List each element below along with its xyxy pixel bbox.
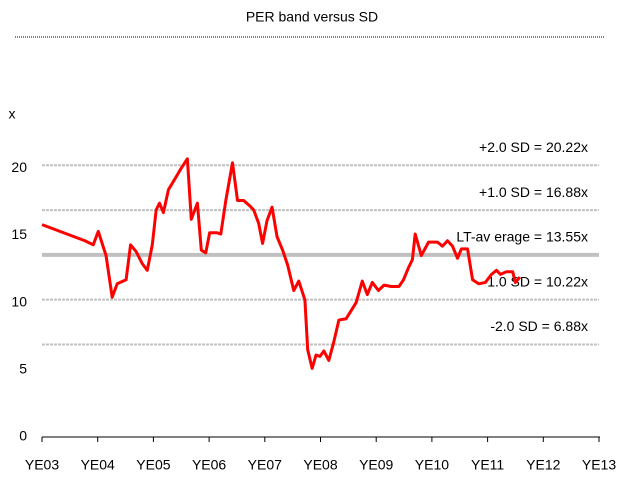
band-label: -2.0 SD = 6.88x (490, 318, 588, 334)
x-tick-label: YE06 (192, 457, 226, 473)
y-tick-label: 15 (11, 226, 27, 242)
x-tick-label: YE10 (415, 457, 449, 473)
x-tick-label: YE04 (81, 457, 115, 473)
x-tick-label: YE08 (303, 457, 337, 473)
band-label: -1.0 SD = 10.22x (483, 273, 588, 289)
x-tick-label: YE11 (471, 457, 504, 473)
y-tick-label: 0 (19, 428, 27, 444)
band-label: +1.0 SD = 16.88x (479, 184, 588, 200)
x-tick-label: YE09 (359, 457, 393, 473)
x-tick-label: YE07 (248, 457, 282, 473)
y-tick-label: 5 (19, 361, 27, 377)
x-tick-label: YE03 (25, 457, 59, 473)
x-tick-label: YE12 (526, 457, 560, 473)
band-label: LT-av erage = 13.55x (456, 229, 588, 245)
y-tick-label: 20 (11, 159, 27, 175)
x-tick-label: YE05 (136, 457, 170, 473)
chart-title: PER band versus SD (246, 9, 378, 25)
x-tick-label: YE13 (582, 457, 616, 473)
series-line (41, 157, 522, 370)
y-axis-label: x (9, 106, 16, 122)
y-tick-label: 10 (11, 293, 27, 309)
band-label: +2.0 SD = 20.22x (479, 139, 588, 155)
